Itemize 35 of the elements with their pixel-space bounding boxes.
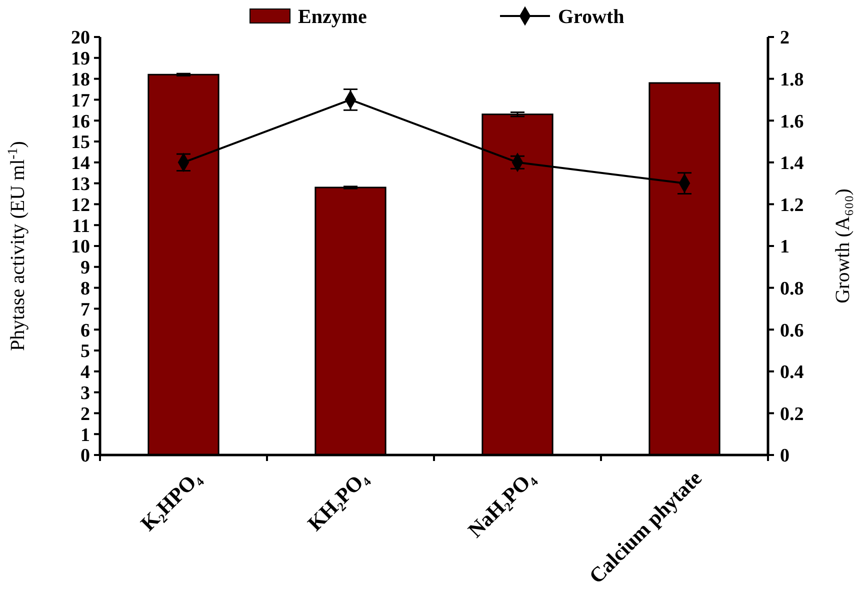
- y-tick-label: 17: [71, 90, 90, 112]
- y-tick-label: 0: [80, 446, 90, 467]
- y-tick-label: 3: [80, 382, 90, 404]
- y-tick-label: 19: [71, 48, 90, 70]
- y2-tick-label: 0.4: [780, 362, 804, 384]
- y2-tick-label: 0.2: [780, 404, 804, 425]
- y-tick-label: 12: [71, 194, 90, 216]
- y2-axis-title: Growth (A₆₀₀): [832, 188, 854, 304]
- y-tick-label: 18: [71, 69, 90, 90]
- y-tick-label: 16: [71, 111, 90, 132]
- y-tick-label: 13: [71, 174, 90, 195]
- y-tick-label: 10: [71, 236, 90, 258]
- y2-tick-label: 1.8: [780, 69, 804, 90]
- y-tick-label: 8: [80, 278, 90, 300]
- y-tick-label: 14: [71, 153, 90, 174]
- y2-tick-label: 0.6: [780, 320, 804, 342]
- legend-label: Enzyme: [298, 6, 367, 28]
- y-tick-label: 4: [80, 362, 90, 384]
- y2-tick-label: 1: [780, 236, 790, 258]
- y-tick-label: 5: [80, 341, 90, 362]
- y-tick-label: 9: [80, 258, 90, 279]
- y2-tick-label: 1.4: [780, 153, 804, 174]
- y-tick-label: 20: [71, 28, 90, 49]
- y-tick-label: 1: [80, 424, 90, 446]
- y-tick-label: 2: [80, 404, 90, 425]
- y2-tick-label: 0.8: [780, 278, 804, 300]
- y2-tick-label: 2: [780, 28, 790, 49]
- y2-tick-label: 0: [780, 446, 790, 467]
- y2-tick-label: 1.6: [780, 111, 804, 132]
- y-tick-label: 6: [80, 320, 90, 342]
- y2-tick-label: 1.2: [780, 194, 804, 216]
- y-tick-label: 7: [80, 299, 90, 320]
- y-tick-label: 15: [71, 132, 90, 154]
- y-tick-label: 11: [72, 216, 90, 237]
- legend-label: Growth: [558, 6, 624, 28]
